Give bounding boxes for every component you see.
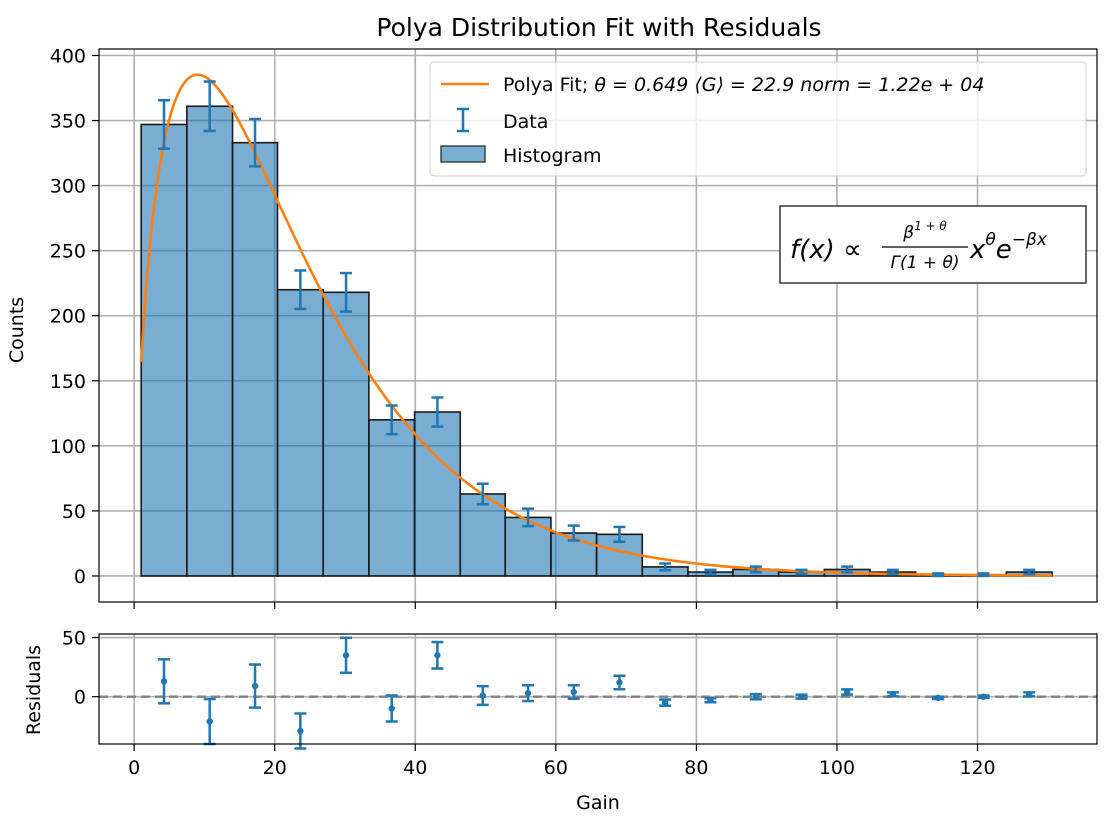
errorbar-point — [841, 688, 854, 696]
residual-y-ticks: 0 50 — [62, 628, 99, 709]
histogram-bar — [322, 291, 370, 577]
formula-denominator: Γ(1 + θ) — [890, 253, 959, 273]
main-plot-frame — [98, 48, 1098, 603]
errorbar-point — [522, 683, 535, 703]
errorbar-point — [431, 396, 444, 428]
y-tick-label: 0 — [74, 566, 86, 588]
errorbar-point — [340, 636, 353, 675]
residual-plot-frame — [98, 633, 1098, 745]
histogram-bar — [140, 123, 188, 577]
errorbar-point — [249, 663, 262, 709]
errorbar-point — [1023, 568, 1036, 576]
errorbar-point — [795, 693, 808, 700]
errorbar-point — [158, 99, 171, 150]
chart-title: Polya Distribution Fit with Residuals — [376, 13, 821, 42]
errorbar-point — [841, 565, 854, 574]
main-x-ticks — [133, 602, 979, 609]
y-axis-label-residuals: Residuals — [23, 645, 45, 735]
errorbar-point — [932, 694, 945, 702]
errorbar-point — [476, 482, 489, 506]
residual-x-ticks: 0 20 40 60 80 100 120 — [128, 744, 996, 779]
histogram-bar — [413, 411, 462, 577]
x-tick-label: 40 — [403, 757, 427, 779]
errorbar-point — [294, 712, 307, 750]
errorbar-point — [886, 568, 899, 576]
histogram-bar — [368, 419, 416, 577]
data-errorbars — [158, 80, 1036, 578]
y-tick-label: 300 — [50, 176, 86, 198]
legend-data-label: Data — [503, 111, 548, 133]
errorbar-point — [567, 683, 580, 700]
errorbar-point — [158, 658, 171, 705]
x-tick-label: 120 — [959, 757, 995, 779]
legend-box — [429, 61, 1087, 177]
residual-points — [158, 636, 1036, 750]
x-tick-label: 80 — [684, 757, 708, 779]
legend-fit-label: Polya Fit; θ = 0.649 ⟨G⟩ = 22.9 norm = 1… — [503, 74, 984, 96]
errorbar-point — [385, 694, 398, 723]
errorbar-point — [1023, 691, 1036, 698]
errorbar-point — [340, 271, 353, 313]
errorbar-point — [476, 684, 489, 707]
errorbar-point — [977, 572, 990, 578]
histogram-bars — [140, 105, 1053, 577]
errorbar-point — [613, 674, 626, 691]
y-tick-label: 50 — [62, 501, 86, 523]
legend: Polya Fit; θ = 0.649 ⟨G⟩ = 22.9 norm = 1… — [429, 61, 1087, 177]
errorbar-point — [932, 572, 945, 578]
legend-fit-prefix: Polya Fit; — [503, 74, 594, 96]
errorbar-point — [704, 568, 717, 576]
y-tick-label: 100 — [50, 436, 86, 458]
histogram-bar — [550, 532, 598, 577]
errorbar-point — [659, 698, 672, 707]
histogram-bar — [186, 105, 234, 577]
y-tick-label: 0 — [74, 687, 86, 709]
errorbar-point — [203, 80, 216, 133]
formula-annotation: f(x) ∝ β1 + θ Γ(1 + θ) xθe−βx — [779, 205, 1087, 284]
y-tick-label: 50 — [62, 628, 86, 650]
legend-histogram-label: Histogram — [503, 145, 602, 167]
errorbar-point — [659, 562, 672, 572]
x-tick-label: 60 — [544, 757, 568, 779]
legend-histogram-swatch — [440, 145, 486, 163]
formula-lhs: f(x) ∝ — [790, 235, 862, 265]
errorbar-point — [749, 565, 762, 574]
x-tick-label: 0 — [128, 757, 140, 779]
formula-rhs: xθe−βx — [969, 230, 1048, 265]
legend-fit-params: θ = 0.649 ⟨G⟩ = 22.9 norm = 1.22e + 04 — [594, 74, 984, 96]
errorbar-point — [567, 524, 580, 542]
errorbar-point — [249, 117, 262, 168]
errorbar-point — [522, 507, 535, 528]
errorbar-point — [431, 640, 444, 670]
legend-data-swatch — [457, 107, 469, 133]
fit-line — [139, 73, 1053, 577]
polya-fit-curve — [139, 73, 1053, 577]
formula-numerator: β1 + θ — [902, 219, 947, 243]
histogram-bar — [459, 493, 507, 577]
main-y-ticks: 0 50 100 150 200 250 300 350 400 — [50, 46, 99, 588]
errorbar-point — [385, 404, 398, 436]
errorbar-point — [749, 692, 762, 701]
errorbar-point — [886, 691, 899, 698]
x-tick-label: 100 — [819, 757, 855, 779]
errorbar-point — [977, 693, 990, 700]
histogram-bar — [231, 141, 279, 577]
x-axis-label-gain: Gain — [576, 792, 620, 814]
y-tick-label: 150 — [50, 371, 86, 393]
y-tick-label: 250 — [50, 241, 86, 263]
errorbar-point — [795, 568, 808, 576]
x-tick-label: 20 — [263, 757, 287, 779]
y-tick-label: 200 — [50, 306, 86, 328]
formula-box — [779, 205, 1087, 284]
errorbar-point — [704, 696, 717, 704]
errorbar-point — [203, 697, 216, 746]
errorbar-point — [294, 269, 307, 311]
y-axis-label-counts: Counts — [6, 297, 28, 363]
y-tick-label: 350 — [50, 111, 86, 133]
histogram-bar — [276, 288, 324, 577]
residual-grid — [99, 634, 1097, 744]
y-tick-label: 400 — [50, 46, 86, 68]
errorbar-point — [613, 525, 626, 544]
